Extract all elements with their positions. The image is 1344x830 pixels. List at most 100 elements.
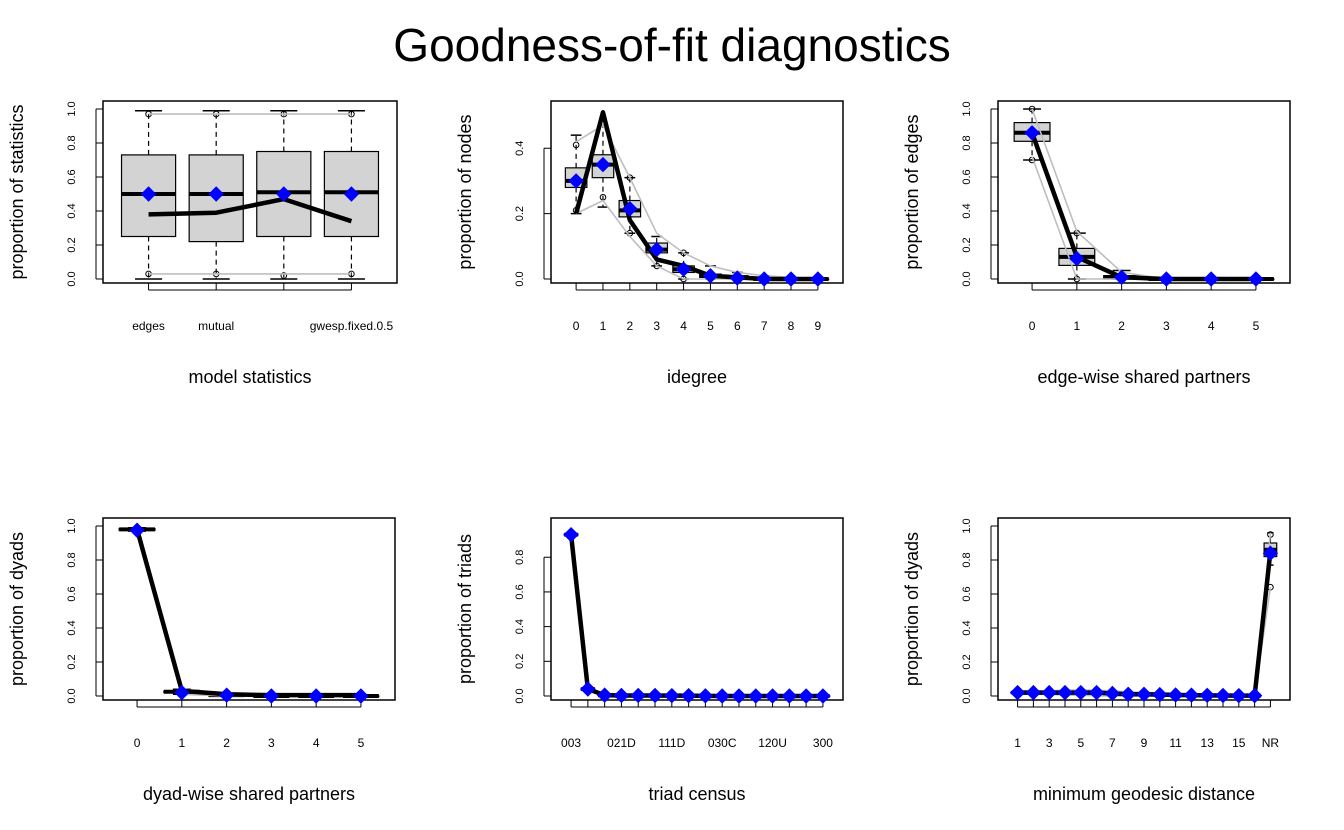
- mean-marker: [630, 687, 646, 704]
- mean-marker: [1203, 271, 1219, 287]
- mean-marker: [1231, 687, 1247, 704]
- x-tick-label: edges: [132, 319, 165, 333]
- x-tick-label: 9: [815, 319, 822, 333]
- x-tick-label: 003: [561, 736, 581, 750]
- y-tick-label: 0.8: [961, 135, 973, 150]
- mean-marker: [756, 271, 772, 287]
- y-tick-label: 0.2: [961, 237, 973, 252]
- mean-marker: [1167, 687, 1184, 703]
- mean-marker: [622, 201, 638, 217]
- x-tick-label: 13: [1201, 736, 1215, 750]
- y-tick-label: 0.6: [961, 169, 973, 184]
- outlier-point: [572, 141, 580, 149]
- sim-max-line: [575, 124, 818, 280]
- mean-marker: [1246, 687, 1263, 704]
- mean-marker: [729, 270, 746, 286]
- y-tick-label: 0.0: [66, 688, 78, 703]
- y-tick-label: 0.4: [514, 141, 526, 156]
- mean-marker: [1262, 545, 1279, 561]
- plot-frame: [550, 517, 844, 701]
- outlier-point: [680, 249, 687, 257]
- y-tick-label: 0.0: [961, 688, 973, 703]
- mean-marker: [1136, 686, 1152, 703]
- y-tick-label: 0.2: [514, 654, 526, 669]
- x-tick-label: 7: [1109, 736, 1116, 750]
- sim-min-line: [136, 530, 361, 697]
- observed-line: [134, 528, 361, 698]
- mean-marker: [1215, 687, 1231, 704]
- sim-max-line: [570, 532, 823, 697]
- y-tick-label: 0.4: [961, 620, 973, 635]
- x-tick-label: 4: [313, 736, 320, 750]
- y-tick-label: 0.6: [961, 586, 973, 601]
- x-tick-label: 3: [268, 736, 275, 750]
- sim-max-line: [1017, 532, 1272, 696]
- y-tick-label: 0.4: [961, 203, 973, 218]
- mean-marker: [568, 173, 584, 189]
- mean-marker: [613, 687, 630, 704]
- y-tick-label: 0.8: [961, 552, 973, 567]
- box-edges: [120, 109, 177, 280]
- sim-min-line: [1017, 587, 1272, 697]
- mean-marker: [1073, 684, 1089, 701]
- x-tick-label: 300: [813, 736, 833, 750]
- mean-marker: [1069, 250, 1085, 267]
- mean-marker: [1009, 684, 1026, 701]
- y-tick-label: 0.6: [66, 169, 78, 184]
- mean-marker: [748, 688, 764, 704]
- y-tick-label: 0.0: [66, 271, 78, 286]
- y-tick-label: 0.4: [66, 203, 78, 218]
- x-axis-title: edge-wise shared partners: [1037, 367, 1250, 387]
- mean-marker: [595, 156, 611, 173]
- outlier-point: [626, 174, 634, 181]
- plot-frame: [102, 100, 398, 284]
- plot-frame: [997, 517, 1291, 701]
- mean-marker: [680, 687, 697, 704]
- panel-4: 0.0 0.2 0.4 0.6 0.8 1.0 0 1 2 3 4 5 dyad-wise shared…: [7, 517, 396, 804]
- x-tick-label: 8: [788, 319, 795, 333]
- mean-marker: [764, 688, 781, 704]
- x-tick-label: 3: [1163, 319, 1170, 333]
- y-axis-title: proportion of nodes: [455, 114, 475, 269]
- mean-marker: [596, 687, 613, 703]
- y-tick-label: 1.0: [66, 101, 78, 116]
- y-tick-label: 0.2: [66, 654, 78, 669]
- y-tick-label: 0.0: [514, 271, 526, 286]
- mean-marker: [308, 688, 324, 704]
- x-tick-label: 5: [358, 736, 365, 750]
- x-tick-label: 7: [761, 319, 768, 333]
- y-tick-label: 1.0: [961, 101, 973, 116]
- x-tick-label: 030C: [708, 736, 737, 750]
- mean-marker: [1152, 686, 1168, 703]
- mean-marker: [353, 688, 369, 704]
- panel-2: 0.0 0.2 0.4 0 1 2 3 4 5 6 7 8 9 idegree proportion of …: [455, 100, 844, 387]
- panel-5: 0.0 0.2 0.4 0.6 0.8 003 021D 111D 030C 120U 300 tri…: [455, 517, 844, 804]
- x-axis-title: idegree: [667, 367, 727, 387]
- x-tick-label: 3: [653, 319, 660, 333]
- y-axis-title: proportion of statistics: [7, 104, 27, 279]
- x-tick-label: 120U: [758, 736, 787, 750]
- mean-marker: [731, 688, 747, 704]
- mean-marker: [174, 684, 190, 701]
- y-tick-label: 0.6: [66, 586, 78, 601]
- y-tick-label: 0.6: [514, 584, 526, 599]
- x-tick-label: 021D: [607, 736, 636, 750]
- x-tick-label: 0: [1029, 319, 1036, 333]
- x-tick-label: 5: [707, 319, 714, 333]
- x-tick-label: 9: [1141, 736, 1148, 750]
- y-axis-title: proportion of triads: [455, 534, 475, 684]
- mean-marker: [1088, 684, 1105, 701]
- y-tick-label: 0.2: [961, 654, 973, 669]
- x-tick-label: 111D: [658, 736, 685, 750]
- mean-marker: [276, 186, 292, 202]
- mean-marker: [343, 186, 360, 202]
- mean-marker: [675, 261, 692, 277]
- mean-marker: [563, 526, 579, 543]
- y-tick-label: 0.2: [514, 206, 526, 221]
- mean-marker: [1041, 684, 1057, 701]
- y-tick-label: 1.0: [961, 518, 973, 533]
- y-tick-label: 0.8: [66, 135, 78, 150]
- plot-frame: [550, 100, 844, 284]
- mean-marker: [647, 687, 663, 704]
